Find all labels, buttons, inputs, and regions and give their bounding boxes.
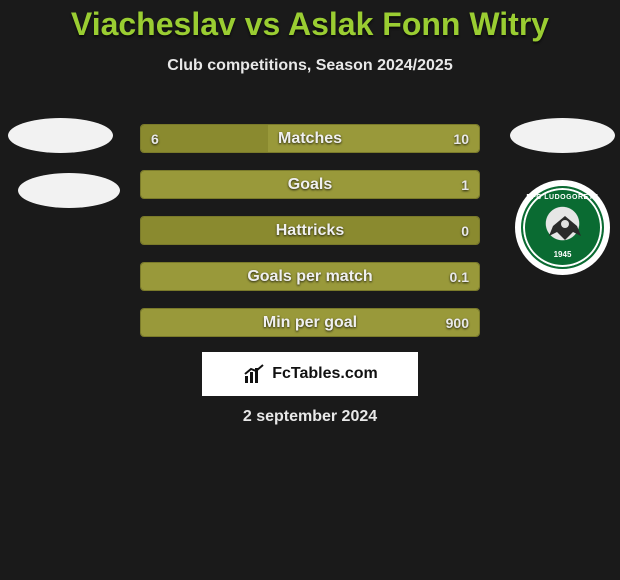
bar-label: Min per goal — [141, 309, 479, 336]
player-left-oval-1 — [8, 118, 113, 153]
bar-label: Matches — [141, 125, 479, 152]
bar-label: Goals — [141, 171, 479, 198]
brand-box[interactable]: FcTables.com — [202, 352, 418, 396]
club-badge: PFC LUDOGORETS 1945 — [515, 180, 610, 275]
bar-row: Goals1 — [140, 170, 480, 199]
bar-value-left: 6 — [151, 125, 159, 152]
brand-text: FcTables.com — [272, 365, 378, 383]
club-badge-year: 1945 — [523, 250, 602, 259]
club-badge-top-text: PFC LUDOGORETS — [523, 194, 602, 201]
chart-icon — [242, 362, 266, 386]
comparison-chart: Matches610Goals1Hattricks0Goals per matc… — [140, 124, 480, 354]
date-text: 2 september 2024 — [0, 408, 620, 426]
bar-label: Goals per match — [141, 263, 479, 290]
page-title: Viacheslav vs Aslak Fonn Witry — [0, 0, 620, 43]
bar-row: Goals per match0.1 — [140, 262, 480, 291]
bar-value-right: 10 — [453, 125, 469, 152]
player-left-oval-2 — [18, 173, 120, 208]
bar-label: Hattricks — [141, 217, 479, 244]
bar-value-right: 0 — [461, 217, 469, 244]
eagle-icon — [545, 212, 585, 244]
bar-value-right: 1 — [461, 171, 469, 198]
club-badge-inner: PFC LUDOGORETS 1945 — [521, 186, 604, 269]
player-right-oval — [510, 118, 615, 153]
bar-value-right: 0.1 — [450, 263, 469, 290]
bar-row: Matches6 10 — [140, 124, 480, 153]
page-subtitle: Club competitions, Season 2024/2025 — [0, 57, 620, 75]
bar-row: Hattricks0 — [140, 216, 480, 245]
bar-row: Min per goal900 — [140, 308, 480, 337]
bar-value-right: 900 — [446, 309, 469, 336]
